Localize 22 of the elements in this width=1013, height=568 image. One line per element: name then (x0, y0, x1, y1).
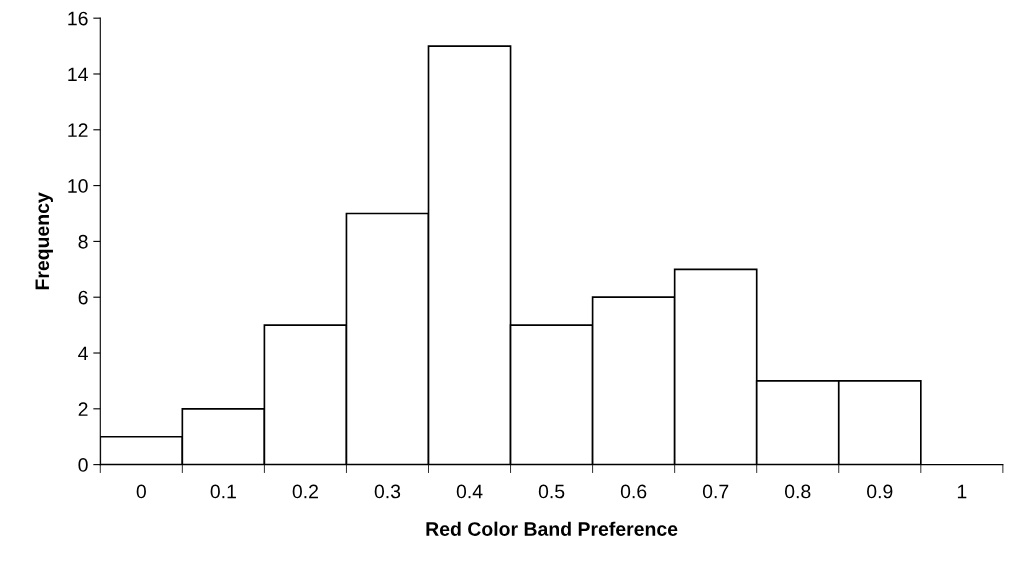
x-axis-title: Red Color Band Preference (426, 521, 678, 536)
x-tick-label: 0.3 (374, 484, 401, 499)
y-axis-title: Frequency (35, 192, 53, 290)
x-tick-label: 0 (136, 484, 146, 499)
x-tick-label: 0.8 (784, 484, 811, 499)
x-tick-label: 0.1 (210, 484, 236, 499)
x-tick-label: 0.4 (456, 484, 483, 499)
x-tick-label: 0.2 (292, 484, 318, 499)
y-tick-label: 0 (78, 458, 88, 472)
y-tick-label: 14 (68, 67, 88, 82)
x-tick-label: 0.6 (620, 484, 647, 499)
y-tick-label: 10 (68, 179, 88, 193)
y-tick-label: 2 (78, 402, 88, 416)
x-tick-label: 0.9 (867, 484, 893, 499)
y-tick-label: 6 (78, 290, 88, 305)
y-tick-label: 12 (68, 123, 88, 137)
y-tick-label: 4 (78, 346, 88, 361)
x-tick-label: 1 (957, 484, 967, 499)
y-tick-label: 16 (68, 11, 88, 26)
y-tick-label: 8 (78, 234, 88, 249)
x-tick-label: 0.5 (538, 484, 565, 499)
x-tick-label: 0.7 (702, 484, 729, 499)
